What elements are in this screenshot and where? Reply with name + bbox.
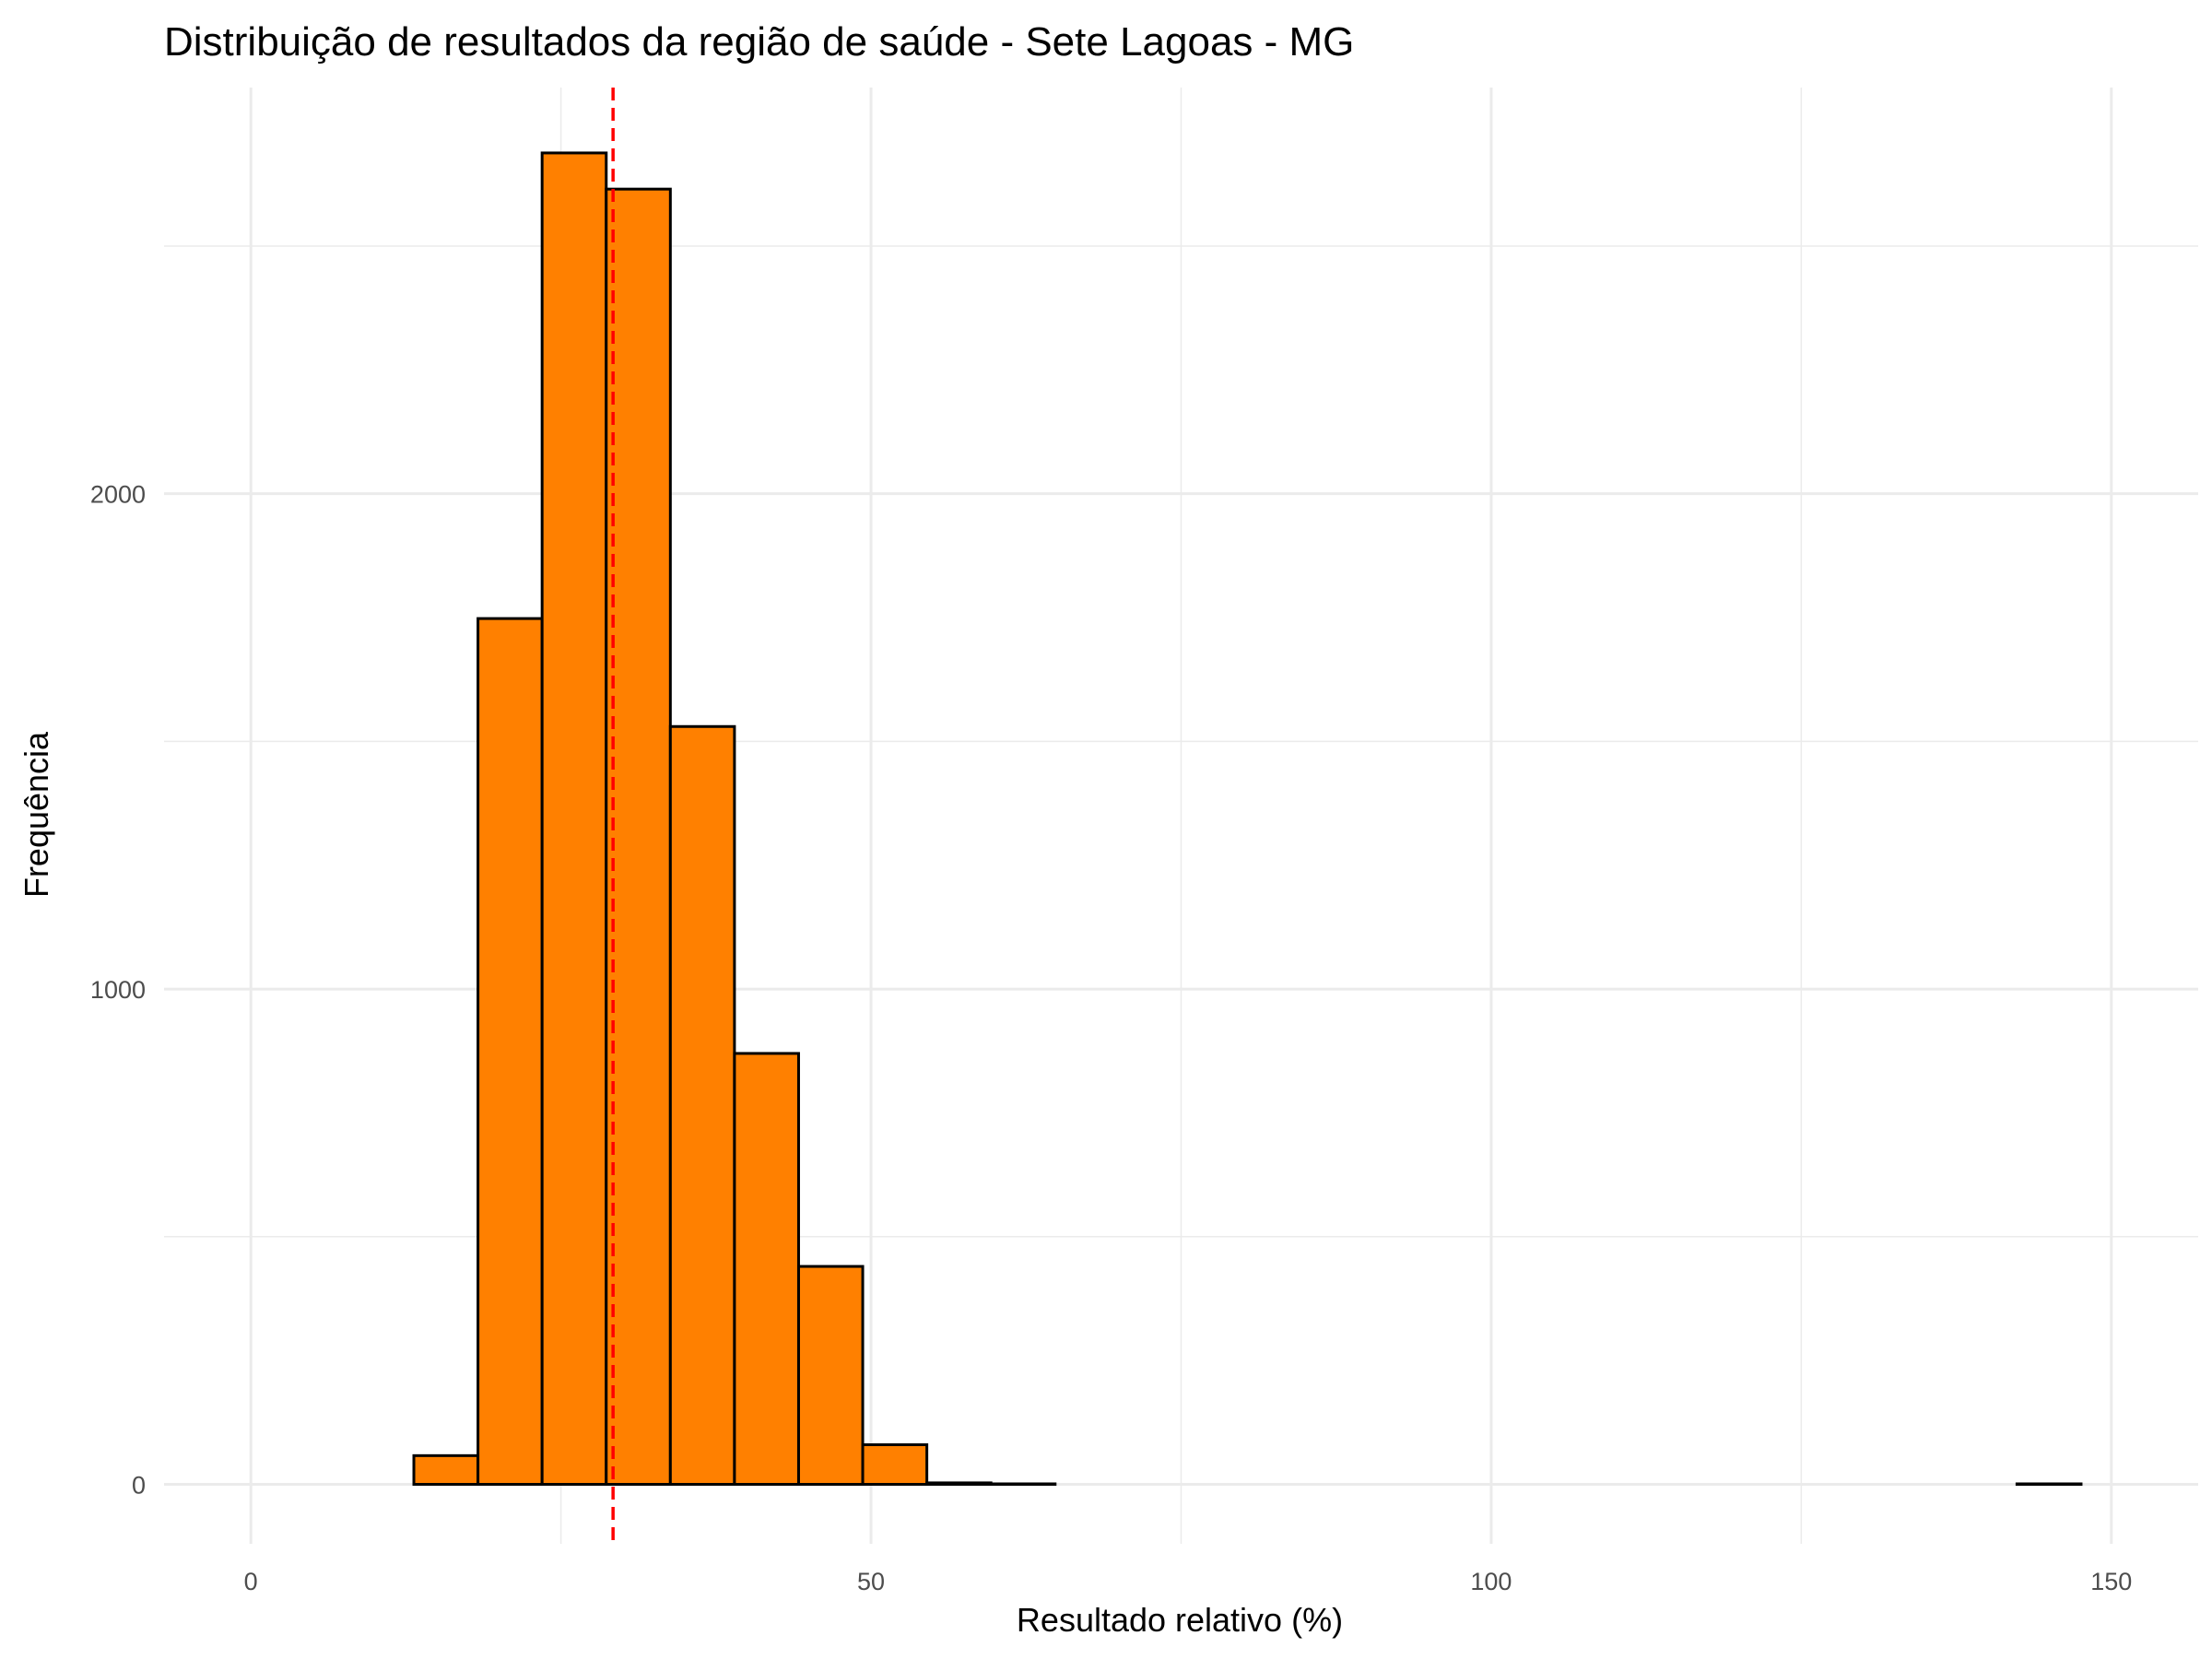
y-tick-label: 2000 <box>90 481 146 509</box>
histogram-bar <box>605 187 672 1487</box>
y-axis-ticks: 0 1000 2000 <box>90 481 146 1500</box>
x-axis-title: Resultado relativo (%) <box>1017 1601 1343 1639</box>
x-tick-label: 150 <box>2090 1568 2132 1595</box>
histogram-bar <box>477 617 544 1487</box>
x-tick-label: 50 <box>857 1568 885 1595</box>
histogram-bar <box>412 1453 480 1487</box>
histogram-bar <box>668 724 736 1487</box>
histogram-bar <box>796 1265 865 1487</box>
x-tick-label: 100 <box>1470 1568 1512 1595</box>
histogram-bar <box>989 1482 1057 1487</box>
x-axis-ticks: 0 50 100 150 <box>244 1568 2133 1595</box>
y-axis-title: Frequência <box>18 731 55 898</box>
chart-title: Distribuição de resultados da região de … <box>164 19 1354 65</box>
grid-lines <box>164 88 2198 1544</box>
histogram-bar <box>733 1052 800 1487</box>
histogram-bar <box>540 151 608 1487</box>
x-tick-label: 0 <box>244 1568 258 1595</box>
histogram-bar <box>2015 1482 2083 1487</box>
y-tick-label: 1000 <box>90 976 146 1004</box>
histogram-bar <box>861 1443 929 1487</box>
y-tick-label: 0 <box>132 1472 146 1500</box>
histogram-bars <box>412 151 2083 1487</box>
histogram-bar <box>925 1481 993 1487</box>
